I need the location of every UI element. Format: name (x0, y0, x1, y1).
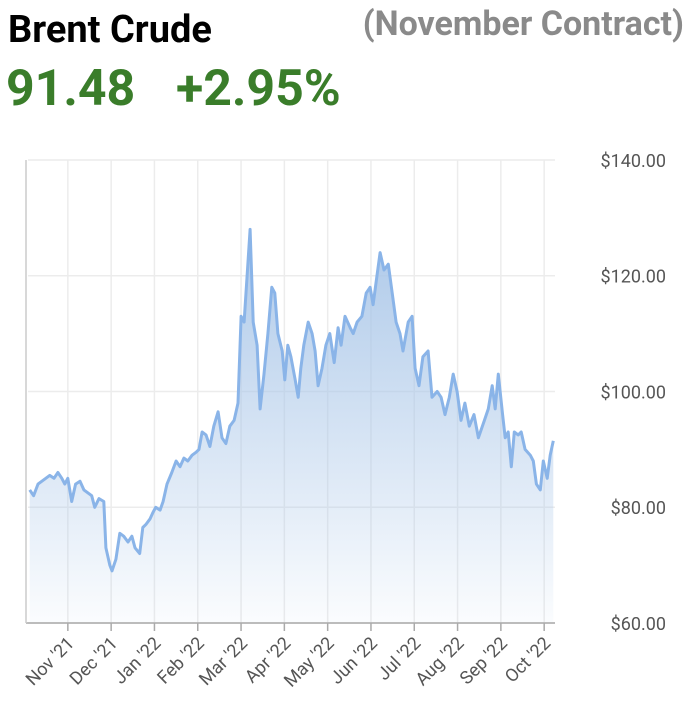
area (29, 229, 554, 623)
y-tick-label: $100.00 (601, 382, 666, 403)
x-tick-label: Mar '22 (195, 633, 252, 690)
x-tick-label: Sep '22 (456, 633, 512, 689)
chart-subtitle: (November Contract) (363, 4, 684, 44)
chart-title: Brent Crude (8, 8, 212, 52)
price: 91.48 (6, 60, 135, 118)
y-tick-label: $140.00 (601, 151, 666, 172)
plot (28, 227, 555, 623)
x-tick-label: Jun '22 (326, 633, 382, 689)
change: +2.95% (176, 60, 341, 118)
y-tick-label: $120.00 (601, 267, 666, 288)
x-tick-label: Aug '22 (412, 633, 469, 690)
x-tick-label: Nov '21 (22, 633, 79, 690)
x-tick-label: Jan '22 (110, 633, 166, 689)
price-line (28, 227, 555, 573)
y-tick-label: $80.00 (611, 498, 666, 519)
x-tick-label: Oct '22 (501, 633, 555, 687)
x-tick-label: Dec '21 (66, 633, 122, 689)
y-tick-label: $60.00 (611, 614, 666, 635)
